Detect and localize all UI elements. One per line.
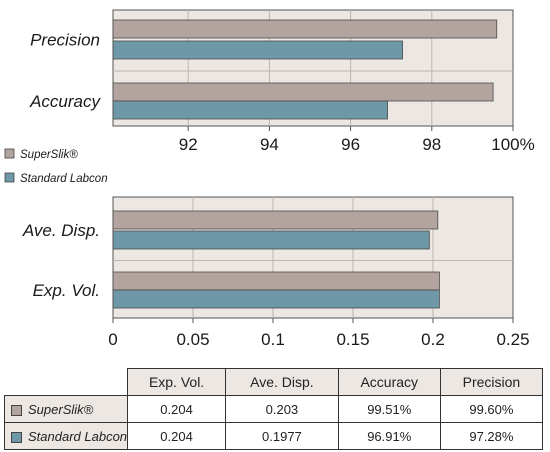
legend-label: SuperSlik® [20, 149, 78, 161]
bar [112, 230, 430, 250]
tick-label: 0.15 [336, 330, 369, 349]
table-header-row: Exp. Vol. Ave. Disp. Accuracy Precision [4, 368, 544, 396]
table-cell: 96.91% [337, 422, 441, 450]
row-label: SuperSlik® [3, 395, 129, 423]
bar [112, 19, 498, 39]
category-label: Accuracy [29, 92, 101, 111]
bar [112, 40, 403, 60]
row-swatch [11, 404, 22, 416]
table-cell: 0.1977 [225, 422, 339, 450]
legend-label: Standard Labcon [20, 173, 108, 185]
category-label: Precision [30, 31, 100, 50]
tick-label: 0 [108, 330, 117, 349]
category-label: Exp. Vol. [33, 281, 100, 300]
data-table: Exp. Vol. Ave. Disp. Accuracy Precision … [3, 368, 544, 450]
tick-label: 94 [260, 135, 279, 154]
legend-swatch [4, 172, 15, 183]
table-cell: 97.28% [439, 422, 544, 450]
tick-label: 0.1 [261, 330, 285, 349]
table-header: Exp. Vol. [127, 368, 227, 396]
tick-label: 92 [179, 135, 198, 154]
row-name: SuperSlik® [28, 401, 94, 417]
table-header: Ave. Disp. [225, 368, 339, 396]
table-cell: 0.204 [127, 395, 227, 423]
tick-label: 0.05 [176, 330, 209, 349]
row-name: Standard Labcon [28, 428, 128, 444]
tick-label: 0.25 [496, 330, 529, 349]
table-corner [4, 368, 129, 396]
table-cell: 99.60% [439, 395, 544, 423]
bar [112, 100, 388, 120]
table-cell: 0.204 [127, 422, 227, 450]
row-swatch [11, 431, 22, 443]
table-header: Precision [439, 368, 544, 396]
table-cell: 0.203 [225, 395, 339, 423]
bar [112, 289, 440, 309]
row-label: Standard Labcon [3, 422, 129, 450]
tick-label: 96 [341, 135, 360, 154]
table-row: SuperSlik® 0.204 0.203 99.51% 99.60% [3, 395, 544, 423]
tick-label: 100% [491, 135, 534, 154]
table-header: Accuracy [337, 368, 441, 396]
table-row: Standard Labcon 0.204 0.1977 96.91% 97.2… [3, 422, 544, 450]
category-label: Ave. Disp. [22, 221, 100, 240]
bar [112, 271, 440, 291]
table-cell: 99.51% [337, 395, 441, 423]
bar [112, 82, 494, 102]
charts-canvas: 92 94 96 98 100% Precision Accuracy 0 0.05 0.1 0.1… [4, 9, 535, 349]
tick-label: 98 [422, 135, 441, 154]
bar [112, 210, 439, 230]
tick-label: 0.2 [421, 330, 445, 349]
legend-swatch [4, 148, 15, 159]
